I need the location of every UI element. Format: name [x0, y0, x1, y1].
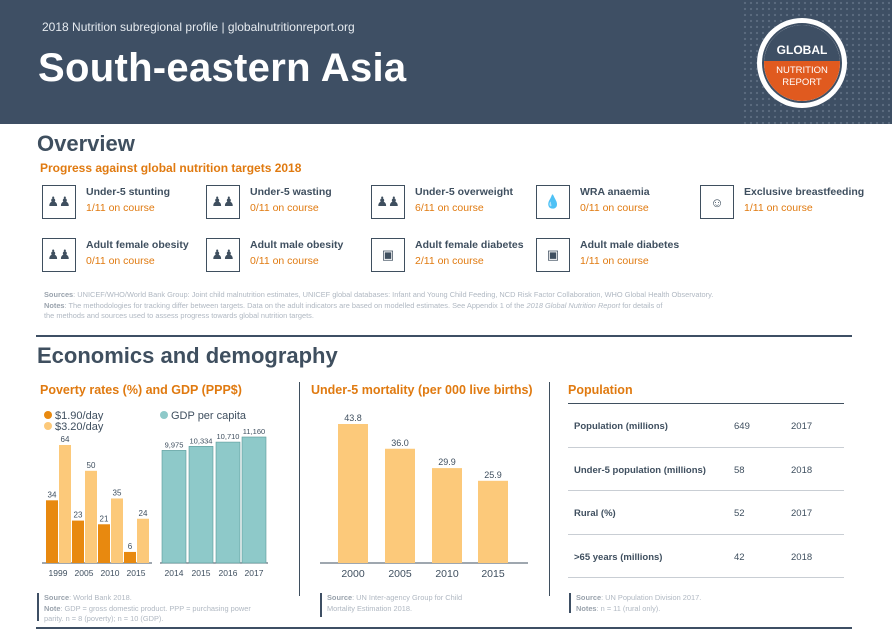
column-divider: [549, 382, 550, 596]
poverty-bar: [98, 524, 110, 563]
legend-swatch: [44, 422, 52, 430]
poverty-tick-label: 2005: [75, 568, 94, 578]
mortality-tick-label: 2010: [435, 568, 459, 580]
header-subtitle: 2018 Nutrition subregional profile | glo…: [42, 20, 355, 34]
poverty-data-label: 35: [113, 488, 122, 497]
mortality-data-label: 29.9: [438, 457, 456, 467]
gdp-data-label: 10,710: [217, 432, 240, 441]
mortality-bar: [432, 468, 462, 563]
legend-320: $3.20/day: [44, 421, 103, 433]
target-adult-male-obesity: ♟♟ Adult male obesity 0/11 on course: [206, 238, 376, 278]
target-adult-female-obesity: ♟♟ Adult female obesity 0/11 on course: [42, 238, 212, 278]
gdp-bar: [241, 436, 267, 564]
children-icon: ♟♟: [206, 185, 240, 219]
logo-top-text: GLOBAL: [764, 25, 840, 61]
poverty-data-label: 21: [100, 514, 109, 523]
source-bar: [320, 593, 322, 617]
population-title: Population: [568, 383, 633, 397]
poverty-bar: [72, 520, 84, 563]
gdp-data-label: 11,160: [243, 427, 265, 436]
gdp-bar: [161, 450, 187, 564]
poverty-data-label: 6: [128, 542, 133, 551]
children-icon: ♟♟: [42, 185, 76, 219]
blood-drop-icon: 💧: [536, 185, 570, 219]
table-row: Under-5 population (millions) 58 2018: [568, 448, 844, 491]
source-bar: [569, 593, 571, 613]
target-wra-anaemia: 💧 WRA anaemia 0/11 on course: [536, 185, 706, 225]
logo-bottom-text: NUTRITION REPORT: [764, 61, 840, 101]
poverty-data-label: 24: [139, 509, 148, 518]
mortality-chart-title: Under-5 mortality (per 000 live births): [311, 383, 533, 397]
mortality-tick-label: 2005: [388, 568, 412, 580]
poverty-chart-title: Poverty rates (%) and GDP (PPP$): [40, 383, 242, 397]
table-row: Population (millions) 649 2017: [568, 404, 844, 448]
overview-title: Overview: [37, 131, 135, 156]
mortality-bar: [478, 480, 508, 563]
economics-title: Economics and demography: [37, 343, 338, 368]
gdp-data-label: 10,334: [190, 436, 213, 445]
table-top-rule: [568, 403, 844, 404]
target-under5-wasting: ♟♟ Under-5 wasting 0/11 on course: [206, 185, 376, 225]
gdp-tick-label: 2014: [165, 568, 184, 578]
target-exclusive-breastfeeding: ☺ Exclusive breastfeeding 1/11 on course: [700, 185, 870, 225]
mortality-bar: [338, 424, 368, 563]
poverty-source: Source: World Bank 2018. Note: GDP = gro…: [44, 593, 251, 623]
table-row: Rural (%) 52 2017: [568, 491, 844, 535]
global-nutrition-report-logo: GLOBAL NUTRITION REPORT: [757, 18, 847, 108]
legend-swatch: [160, 411, 168, 419]
page-title: South-eastern Asia: [38, 46, 407, 90]
target-under5-overweight: ♟♟ Under-5 overweight 6/11 on course: [371, 185, 541, 225]
children-icon: ♟♟: [371, 185, 405, 219]
glucose-meter-icon: ▣: [536, 238, 570, 272]
target-adult-male-diabetes: ▣ Adult male diabetes 1/11 on course: [536, 238, 706, 278]
gdp-tick-label: 2017: [245, 568, 264, 578]
gdp-tick-label: 2015: [192, 568, 211, 578]
section-divider: [36, 335, 852, 337]
poverty-data-label: 23: [74, 511, 83, 520]
column-divider: [299, 382, 300, 596]
population-source: Source: UN Population Division 2017. Not…: [576, 593, 702, 613]
mortality-data-label: 36.0: [391, 438, 409, 448]
poverty-data-label: 50: [87, 461, 96, 470]
source-bar: [37, 593, 39, 621]
bottom-rule: [36, 627, 852, 629]
population-table: Population (millions) 649 2017 Under-5 p…: [568, 404, 844, 578]
poverty-bar: [111, 498, 123, 563]
poverty-tick-label: 2015: [127, 568, 146, 578]
legend-swatch: [44, 411, 52, 419]
legend-190: $1.90/day: [44, 410, 103, 422]
target-under5-stunting: ♟♟ Under-5 stunting 1/11 on course: [42, 185, 212, 225]
adults-icon: ♟♟: [206, 238, 240, 272]
gdp-bar: [188, 446, 214, 564]
overview-sources-notes: Sources: UNICEF/WHO/World Bank Group: Jo…: [44, 290, 714, 320]
poverty-tick-label: 2010: [101, 568, 120, 578]
poverty-bar: [124, 551, 136, 563]
mortality-tick-label: 2000: [341, 568, 365, 580]
poverty-bar: [59, 445, 71, 563]
mortality-data-label: 25.9: [484, 470, 502, 480]
legend-gdp: GDP per capita: [160, 410, 246, 422]
progress-title: Progress against global nutrition target…: [40, 161, 302, 175]
mortality-bar: [385, 448, 415, 563]
table-row: >65 years (millions) 42 2018: [568, 535, 844, 578]
poverty-data-label: 64: [61, 435, 70, 444]
gdp-bar: [215, 441, 241, 564]
header-banner: 2018 Nutrition subregional profile | glo…: [0, 0, 892, 124]
poverty-tick-label: 1999: [49, 568, 68, 578]
poverty-data-label: 34: [48, 490, 57, 499]
gdp-data-label: 9,975: [165, 440, 184, 449]
mortality-tick-label: 2015: [481, 568, 505, 580]
poverty-bar: [46, 500, 58, 563]
poverty-bar: [137, 518, 149, 563]
breastfeeding-icon: ☺: [700, 185, 734, 219]
gdp-tick-label: 2016: [219, 568, 238, 578]
adults-icon: ♟♟: [42, 238, 76, 272]
target-adult-female-diabetes: ▣ Adult female diabetes 2/11 on course: [371, 238, 541, 278]
glucose-meter-icon: ▣: [371, 238, 405, 272]
mortality-data-label: 43.8: [344, 413, 362, 423]
mortality-source: Source: UN Inter-agency Group for Child …: [327, 593, 463, 613]
poverty-bar: [85, 470, 97, 563]
